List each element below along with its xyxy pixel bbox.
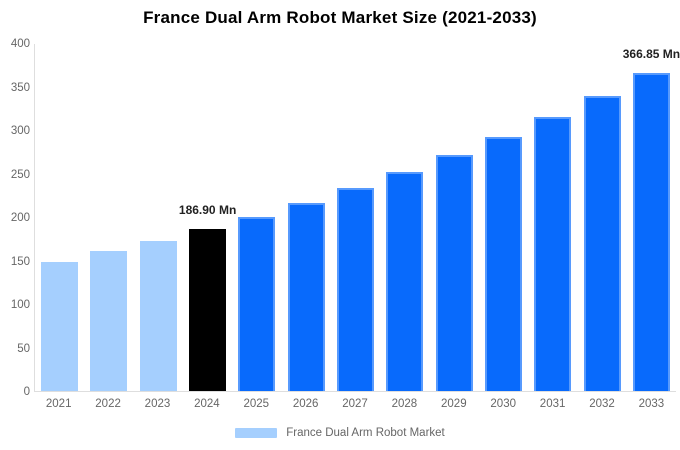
bar-slot-2030	[479, 44, 528, 391]
x-tick-label-2032: 2032	[589, 398, 615, 410]
x-axis-labels: 2021 2022 2023 2024 2025 2026 2027 2028 2029 2030…	[34, 397, 676, 412]
y-tick-label-350: 350	[10, 81, 30, 94]
y-tick-label-400: 400	[10, 38, 30, 50]
bar-slot-2032	[577, 44, 626, 391]
plot-area: 186.90 Mn 366.85 Mn	[34, 44, 680, 392]
x-tick-label-2033: 2033	[638, 398, 665, 410]
x-tick-label-2025: 2025	[243, 398, 270, 410]
legend-item[interactable]: France Dual Arm Robot Market	[0, 424, 680, 442]
y-tick-label-250: 250	[10, 168, 30, 181]
x-tick-label-2021: 2021	[45, 398, 72, 410]
bar-slot-2021	[35, 44, 84, 391]
y-tick-label-200: 200	[10, 212, 30, 224]
x-tick-label-2030: 2030	[490, 398, 516, 410]
bar-slot-2025	[232, 44, 281, 391]
bar-value-label-2033: 366.85 Mn	[622, 46, 680, 61]
y-tick-label-50: 50	[17, 342, 30, 355]
x-tick-label-2028: 2028	[391, 398, 418, 410]
x-tick-label-2029: 2029	[441, 398, 467, 410]
bar-2032[interactable]	[583, 96, 621, 391]
bar-2026[interactable]	[287, 202, 325, 391]
x-tick-label-2023: 2023	[144, 398, 171, 410]
bar-slot-2023	[134, 44, 183, 391]
bar-2028[interactable]	[386, 172, 424, 391]
chart-title: France Dual Arm Robot Market Size (2021-…	[143, 8, 537, 27]
y-tick-label-150: 150	[10, 255, 30, 268]
y-tick-label-100: 100	[10, 299, 30, 311]
bar-2025[interactable]	[238, 216, 276, 391]
bar-2030[interactable]	[484, 136, 522, 391]
bar-2024[interactable]	[189, 228, 227, 391]
y-tick-label-0: 0	[23, 386, 30, 398]
bar-2022[interactable]	[90, 251, 128, 391]
legend-swatch-icon	[235, 428, 278, 438]
x-tick-label-2026: 2026	[292, 398, 319, 410]
bar-2029[interactable]	[435, 155, 473, 391]
bar-slot-2026	[282, 44, 331, 391]
bar-2033[interactable]	[632, 72, 670, 391]
x-tick-label-2022: 2022	[95, 398, 121, 410]
legend-label: France Dual Arm Robot Market	[286, 427, 445, 439]
bar-2023[interactable]	[139, 240, 177, 391]
bar-slot-2024: 186.90 Mn	[179, 44, 236, 391]
x-tick-label-2024: 2024	[194, 398, 220, 410]
bar-slot-2028	[380, 44, 429, 391]
bar-value-label-2024: 186.90 Mn	[178, 202, 237, 217]
bar-2027[interactable]	[337, 188, 375, 391]
bar-2021[interactable]	[41, 261, 79, 391]
bar-slot-2029	[430, 44, 479, 391]
x-tick-label-2031: 2031	[539, 398, 566, 410]
x-tick-label-2027: 2027	[342, 398, 368, 410]
y-axis: 0 50 100 150 200 250 300 350 400	[0, 38, 30, 398]
bar-slot-2022	[84, 44, 133, 391]
bar-slot-2031	[528, 44, 577, 391]
bar-2031[interactable]	[534, 116, 572, 391]
bar-slot-2027	[331, 44, 380, 391]
y-tick-label-300: 300	[10, 125, 30, 137]
bar-slot-2033: 366.85 Mn	[623, 44, 680, 391]
